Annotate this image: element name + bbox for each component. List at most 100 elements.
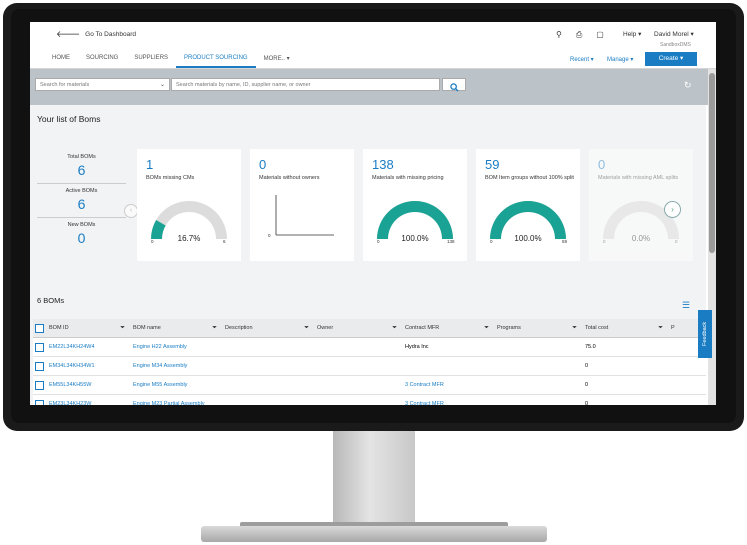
column-header-label: Contract MFR [405,324,440,331]
row-checkbox[interactable] [33,399,45,405]
gauge-min-label: 0 [151,239,154,244]
cell-cost: 75.0 [585,344,596,350]
column-header-label: Programs [497,324,521,331]
table-row[interactable]: EM55L34KH55W Engine M55 Assembly 3 Contrac… [33,376,706,395]
gauge-min-label: 0 [490,239,493,244]
gauge-percent-label: 0.0% [632,234,650,243]
stat-value[interactable]: 6 [77,196,86,212]
cell-name[interactable]: Engine M55 Assembly [133,382,188,388]
main-content: Your list of Boms Total BOMs 6 Active BO… [30,105,706,405]
row-checkbox[interactable] [33,361,45,371]
nav-item-suppliers[interactable]: SUPPLIERS [134,55,169,61]
table-row[interactable]: EM22L34KH24W4 Engine H22 Assembly Hydra In… [33,338,706,357]
gauge-max-label: 6 [223,239,226,244]
axis-chart: 0 [268,195,334,238]
chat-icon[interactable]: ▢ [596,30,604,39]
feedback-tab[interactable]: Feedback [698,310,712,358]
filter-icon[interactable]: ⏷ [304,324,309,331]
row-checkbox[interactable] [33,380,45,390]
column-header-label: BOM name [133,324,161,331]
nav-item-product-sourcing[interactable]: PRODUCT SOURCING [176,52,256,68]
column-header[interactable]: Description ⏷ [221,325,313,332]
nav-item-home[interactable]: HOME [52,55,70,61]
gauge-chart: 0 59 100.0% [490,200,568,244]
print-icon[interactable]: ⎙ [575,30,583,39]
gauge-min-label: 0 [603,239,606,244]
manage-menu[interactable]: Manage ▾ [607,57,634,63]
gauge-fill [377,200,453,239]
column-header[interactable]: Programs ⏷ [493,325,581,332]
column-header[interactable]: BOM name ⏷ [129,325,221,332]
gauge-max-label: 59 [562,239,568,244]
nav-item-more[interactable]: MORE.. ▾ [263,56,290,62]
table-header: BOM ID ⏷ BOM name ⏷ Description ⏷ Owner ⏷ Contra… [33,319,706,338]
search-input[interactable]: Search materials by name, ID, supplier n… [171,78,440,91]
cell-id[interactable]: EM23L34KH23W [49,401,92,405]
cell-name[interactable]: Engine H22 Assembly [133,344,187,350]
scrollbar-thumb[interactable] [709,73,715,253]
gauge-max-label: 138 [447,239,455,244]
table-row[interactable]: EM23L34KH23W Engine M23 Partial Assembly 3… [33,395,706,405]
cell-mfr[interactable]: 3 Contract MFR [405,401,444,405]
table-body: EM22L34KH24W4 Engine H22 Assembly Hydra In… [33,338,706,405]
gauge-max-label: 0 [675,239,678,244]
create-button[interactable]: Create ▾ [645,52,697,66]
column-header[interactable]: BOM ID ⏷ [45,325,129,332]
app-screen: 🡐 Go To Dashboard ⚲ ⎙ ▢ Help ▾ David Mor… [30,22,716,405]
column-header[interactable]: Owner ⏷ [313,325,401,332]
search-type-select[interactable]: Search for materials ⌄ [35,78,170,91]
column-header[interactable]: P [667,325,706,331]
cell-id[interactable]: EM55L34KH55W [49,382,92,388]
cell-id[interactable]: EM34L34KH34W1 [49,363,95,369]
recent-menu[interactable]: Recent ▾ [570,57,594,63]
card-value: 59 [485,157,500,172]
row-checkbox[interactable] [33,342,45,352]
filter-icon[interactable]: ⏷ [212,324,217,331]
user-menu[interactable]: David Morel ▾ [654,31,694,38]
cell-mfr[interactable]: Hydra Inc [405,344,429,350]
nav-item-sourcing[interactable]: SOURCING [86,55,119,61]
select-all-checkbox[interactable] [33,323,45,333]
card-bom-item-groups[interactable]: 59 BOM Item groups without 100% split 0 … [476,149,580,261]
cell-name[interactable]: Engine M23 Partial Assembly [133,401,205,405]
go-to-dashboard-link[interactable]: 🡐 Go To Dashboard [56,29,136,40]
filter-icon[interactable]: ⏷ [658,324,663,331]
column-header[interactable]: Total cost ⏷ [581,325,667,332]
card-label: Materials without owners [259,175,320,181]
carousel-next-button[interactable]: › [664,201,681,218]
card-missing-pricing[interactable]: 138 Materials with missing pricing 0 138… [363,149,467,261]
filter-icon[interactable]: ⏷ [484,324,489,331]
refresh-icon[interactable]: ↻ [684,80,692,90]
axis-zero-label: 0 [268,233,271,238]
filter-icon[interactable]: ⏷ [120,324,125,331]
card-materials-without-owners[interactable]: 0 Materials without owners 0 [250,149,354,261]
gauge-chart: 0 0 0.0% [603,200,679,244]
search-button[interactable] [442,78,466,92]
top-header: 🡐 Go To Dashboard ⚲ ⎙ ▢ Help ▾ David Mor… [30,22,716,68]
column-header-label: Description [225,324,253,331]
card-label: BOM Item groups without 100% split [485,175,574,181]
search-icon[interactable]: ⚲ [556,30,562,39]
vertical-scrollbar[interactable] [708,69,716,405]
gauge-track [603,200,679,239]
arrow-left-icon: 🡐 [56,29,81,39]
help-menu[interactable]: Help ▾ [623,31,642,38]
filter-icon[interactable]: ⏷ [392,324,397,331]
stat-value[interactable]: 6 [77,162,86,178]
card-label: BOMs missing CMs [146,175,195,181]
hamburger-menu-icon[interactable]: ☰ [682,300,691,310]
filter-icon[interactable]: ⏷ [572,324,577,331]
table-row[interactable]: EM34L34KH34W1 Engine M34 Assembly 0 [33,357,706,376]
column-header[interactable]: Contract MFR ⏷ [401,325,493,332]
monitor-stand-neck [333,431,415,531]
cell-name[interactable]: Engine M34 Assembly [133,363,188,369]
cell-mfr[interactable]: 3 Contract MFR [405,382,444,388]
stat-new-boms: New BOMs 0 [37,218,126,251]
card-value: 0 [259,157,267,172]
header-divider [30,68,716,69]
go-to-dashboard-label: Go To Dashboard [85,31,136,38]
carousel-prev-button[interactable]: ‹ [124,204,138,218]
cell-id[interactable]: EM22L34KH24W4 [49,344,95,350]
card-boms-missing-cms[interactable]: 1 BOMs missing CMs 0 6 16.7% [137,149,241,261]
stat-value[interactable]: 0 [77,230,86,246]
